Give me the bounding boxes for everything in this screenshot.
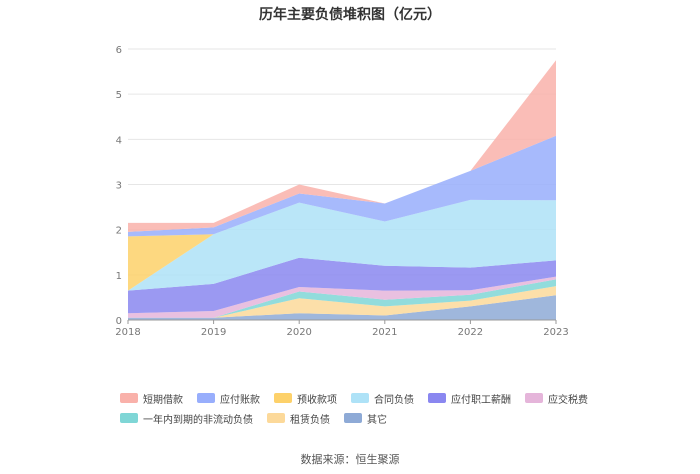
area-series-8	[128, 60, 556, 232]
legend-item[interactable]: 合同负债	[351, 391, 414, 406]
legend-swatch	[197, 393, 215, 403]
legend-item[interactable]: 一年内到期的非流动负债	[120, 411, 253, 426]
area-series-7	[128, 135, 556, 237]
area-series-3	[128, 276, 556, 318]
area-series-2	[128, 279, 556, 318]
x-tick-label: 2023	[543, 327, 568, 338]
area-layer	[128, 60, 556, 320]
y-tick-label: 6	[116, 45, 122, 56]
legend-item[interactable]: 应付账款	[197, 391, 260, 406]
legend-label: 短期借款	[143, 394, 183, 406]
legend-row: 短期借款 应付账款 预收款项 合同负债 应付职工薪酬 应交税费	[120, 388, 600, 408]
legend-label: 合同负债	[374, 394, 414, 406]
area-series-4	[128, 257, 556, 314]
legend-swatch	[344, 413, 362, 423]
legend-item[interactable]: 应付职工薪酬	[428, 391, 511, 406]
legend-row: 一年内到期的非流动负债 租赁负债 其它	[120, 408, 600, 428]
area-series-5	[128, 199, 556, 291]
area-series-1	[128, 286, 556, 318]
legend-swatch	[120, 413, 138, 423]
legend-item[interactable]: 应交税费	[525, 391, 588, 406]
chart-title: 历年主要负债堆积图（亿元）	[259, 7, 441, 23]
legend-label: 租赁负债	[290, 414, 330, 426]
stacked-area-chart: 0 1 2 3 4 5 6 2018 2019 2020 2021 2022 2023	[115, 45, 568, 338]
y-tick-label: 3	[116, 181, 122, 192]
legend-swatch	[120, 393, 138, 403]
legend: 短期借款 应付账款 预收款项 合同负债 应付职工薪酬 应交税费 一年内到期的非流动负债 租赁…	[120, 388, 600, 428]
x-tick-label: 2018	[115, 327, 140, 338]
legend-swatch	[351, 393, 369, 403]
y-tick-label: 4	[116, 135, 122, 146]
x-tick-label: 2020	[286, 327, 311, 338]
legend-label: 一年内到期的非流动负债	[143, 414, 253, 426]
x-tick-label: 2022	[458, 327, 483, 338]
legend-swatch	[274, 393, 292, 403]
y-tick-label: 0	[116, 316, 122, 327]
legend-label: 预收款项	[297, 394, 337, 406]
legend-item[interactable]: 短期借款	[120, 391, 183, 406]
y-tick-label: 5	[116, 90, 122, 101]
axis-layer: 0 1 2 3 4 5 6 2018 2019 2020 2021 2022 2023	[115, 45, 568, 338]
y-tick-label: 2	[116, 226, 122, 237]
legend-swatch	[267, 413, 285, 423]
legend-label: 其它	[367, 414, 387, 426]
source-note: 数据来源：恒生聚源	[300, 453, 400, 466]
x-tick-label: 2021	[372, 327, 397, 338]
legend-swatch	[428, 393, 446, 403]
legend-item[interactable]: 租赁负债	[267, 411, 330, 426]
legend-item[interactable]: 预收款项	[274, 391, 337, 406]
x-tick-label: 2019	[201, 327, 226, 338]
legend-label: 应付职工薪酬	[451, 394, 511, 406]
legend-swatch	[525, 393, 543, 403]
legend-label: 应交税费	[548, 394, 588, 406]
legend-label: 应付账款	[220, 394, 260, 406]
y-tick-label: 1	[116, 271, 122, 282]
area-series-0	[128, 295, 556, 320]
legend-item[interactable]: 其它	[344, 411, 387, 426]
